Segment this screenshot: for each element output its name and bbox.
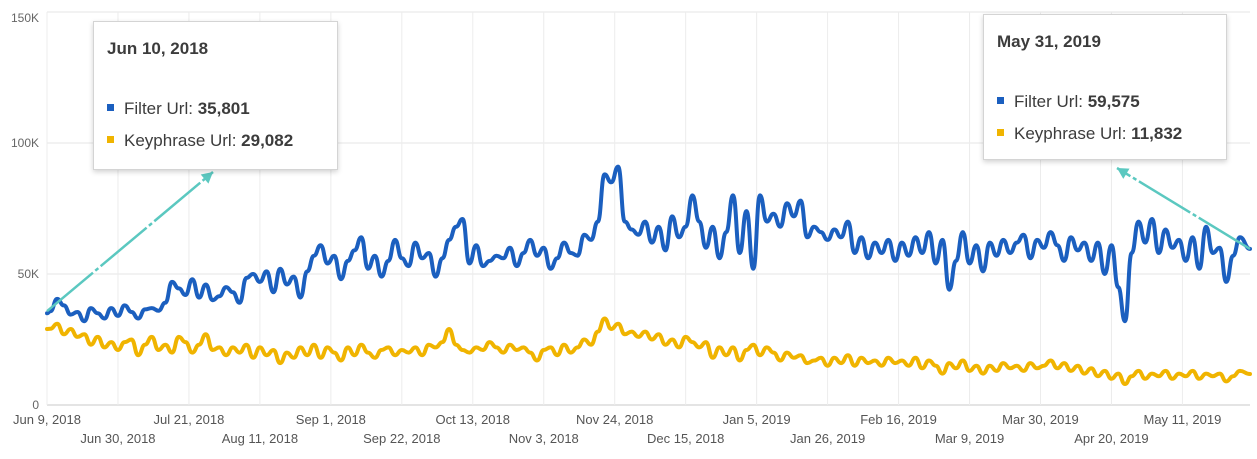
- x-tick-label: Mar 9, 2019: [935, 431, 1004, 446]
- tooltip-row-filter-url: Filter Url: 59,575: [997, 92, 1226, 112]
- series-line-filter-url: [45, 164, 1252, 324]
- annotation-arrow: [46, 171, 214, 313]
- filter-url-swatch: [107, 104, 114, 112]
- tooltip-value: 29,082: [241, 131, 294, 150]
- tooltip-date: May 31, 2019: [997, 32, 1101, 51]
- x-tick-label: Sep 22, 2018: [363, 431, 440, 446]
- tooltip-end: May 31, 2019 Filter Url: 59,575 Keyphras…: [983, 14, 1227, 160]
- x-tick-label: Oct 13, 2018: [436, 412, 510, 427]
- annotation-arrowhead: [200, 172, 213, 184]
- y-tick-label: 150K: [11, 11, 39, 25]
- x-tick-label: Jun 9, 2018: [13, 412, 81, 427]
- tooltip-label: Filter Url:: [1014, 92, 1083, 111]
- x-tick-label: May 11, 2019: [1144, 412, 1222, 427]
- tooltip-value: 59,575: [1087, 92, 1140, 111]
- tooltip-label: Keyphrase Url:: [1014, 124, 1127, 143]
- tooltip-label: Filter Url:: [124, 99, 193, 118]
- x-tick-label: Nov 3, 2018: [509, 431, 579, 446]
- filter-url-swatch: [997, 97, 1004, 105]
- x-tick-label: Jul 21, 2018: [154, 412, 225, 427]
- tooltip-value: 11,832: [1131, 124, 1183, 143]
- tooltip-row-keyphrase-url: Keyphrase Url: 11,832: [997, 124, 1226, 144]
- keyphrase-url-swatch: [997, 129, 1004, 137]
- tooltip-date: Jun 10, 2018: [107, 39, 209, 58]
- series-layer: [45, 164, 1252, 386]
- x-tick-label: Dec 15, 2018: [647, 431, 724, 446]
- x-tick-label: Jan 26, 2019: [790, 431, 865, 446]
- y-tick-label: 100K: [11, 136, 39, 150]
- annotation-arrowhead: [1117, 168, 1130, 179]
- tooltip-row-keyphrase-url: Keyphrase Url: 29,082: [107, 131, 337, 151]
- x-tick-label: Aug 11, 2018: [222, 431, 298, 446]
- x-tick-label: Feb 16, 2019: [860, 412, 937, 427]
- series-line-keyphrase-url: [45, 316, 1252, 386]
- tooltip-value: 35,801: [197, 99, 250, 118]
- annotation-arrow: [1116, 166, 1251, 250]
- keyphrase-url-swatch: [107, 136, 114, 144]
- x-tick-label: Nov 24, 2018: [576, 412, 653, 427]
- x-tick-label: Jan 5, 2019: [723, 412, 791, 427]
- x-tick-label: Mar 30, 2019: [1002, 412, 1079, 427]
- y-tick-label: 50K: [18, 267, 39, 281]
- x-tick-label: Jun 30, 2018: [80, 431, 155, 446]
- ticks-layer: 0 50K 100K 150K Jun 9, 2018 Jun 30, 2018 Jul 2…: [11, 11, 1221, 446]
- x-tick-label: Apr 20, 2019: [1074, 431, 1148, 446]
- y-tick-label: 0: [32, 398, 39, 412]
- tooltip-label: Keyphrase Url:: [124, 131, 237, 150]
- x-tick-label: Sep 1, 2018: [296, 412, 366, 427]
- annotation-layer: [46, 166, 1251, 313]
- tooltip-row-filter-url: Filter Url: 35,801: [107, 99, 337, 119]
- tooltip-start: Jun 10, 2018 Filter Url: 35,801 Keyphras…: [93, 21, 338, 170]
